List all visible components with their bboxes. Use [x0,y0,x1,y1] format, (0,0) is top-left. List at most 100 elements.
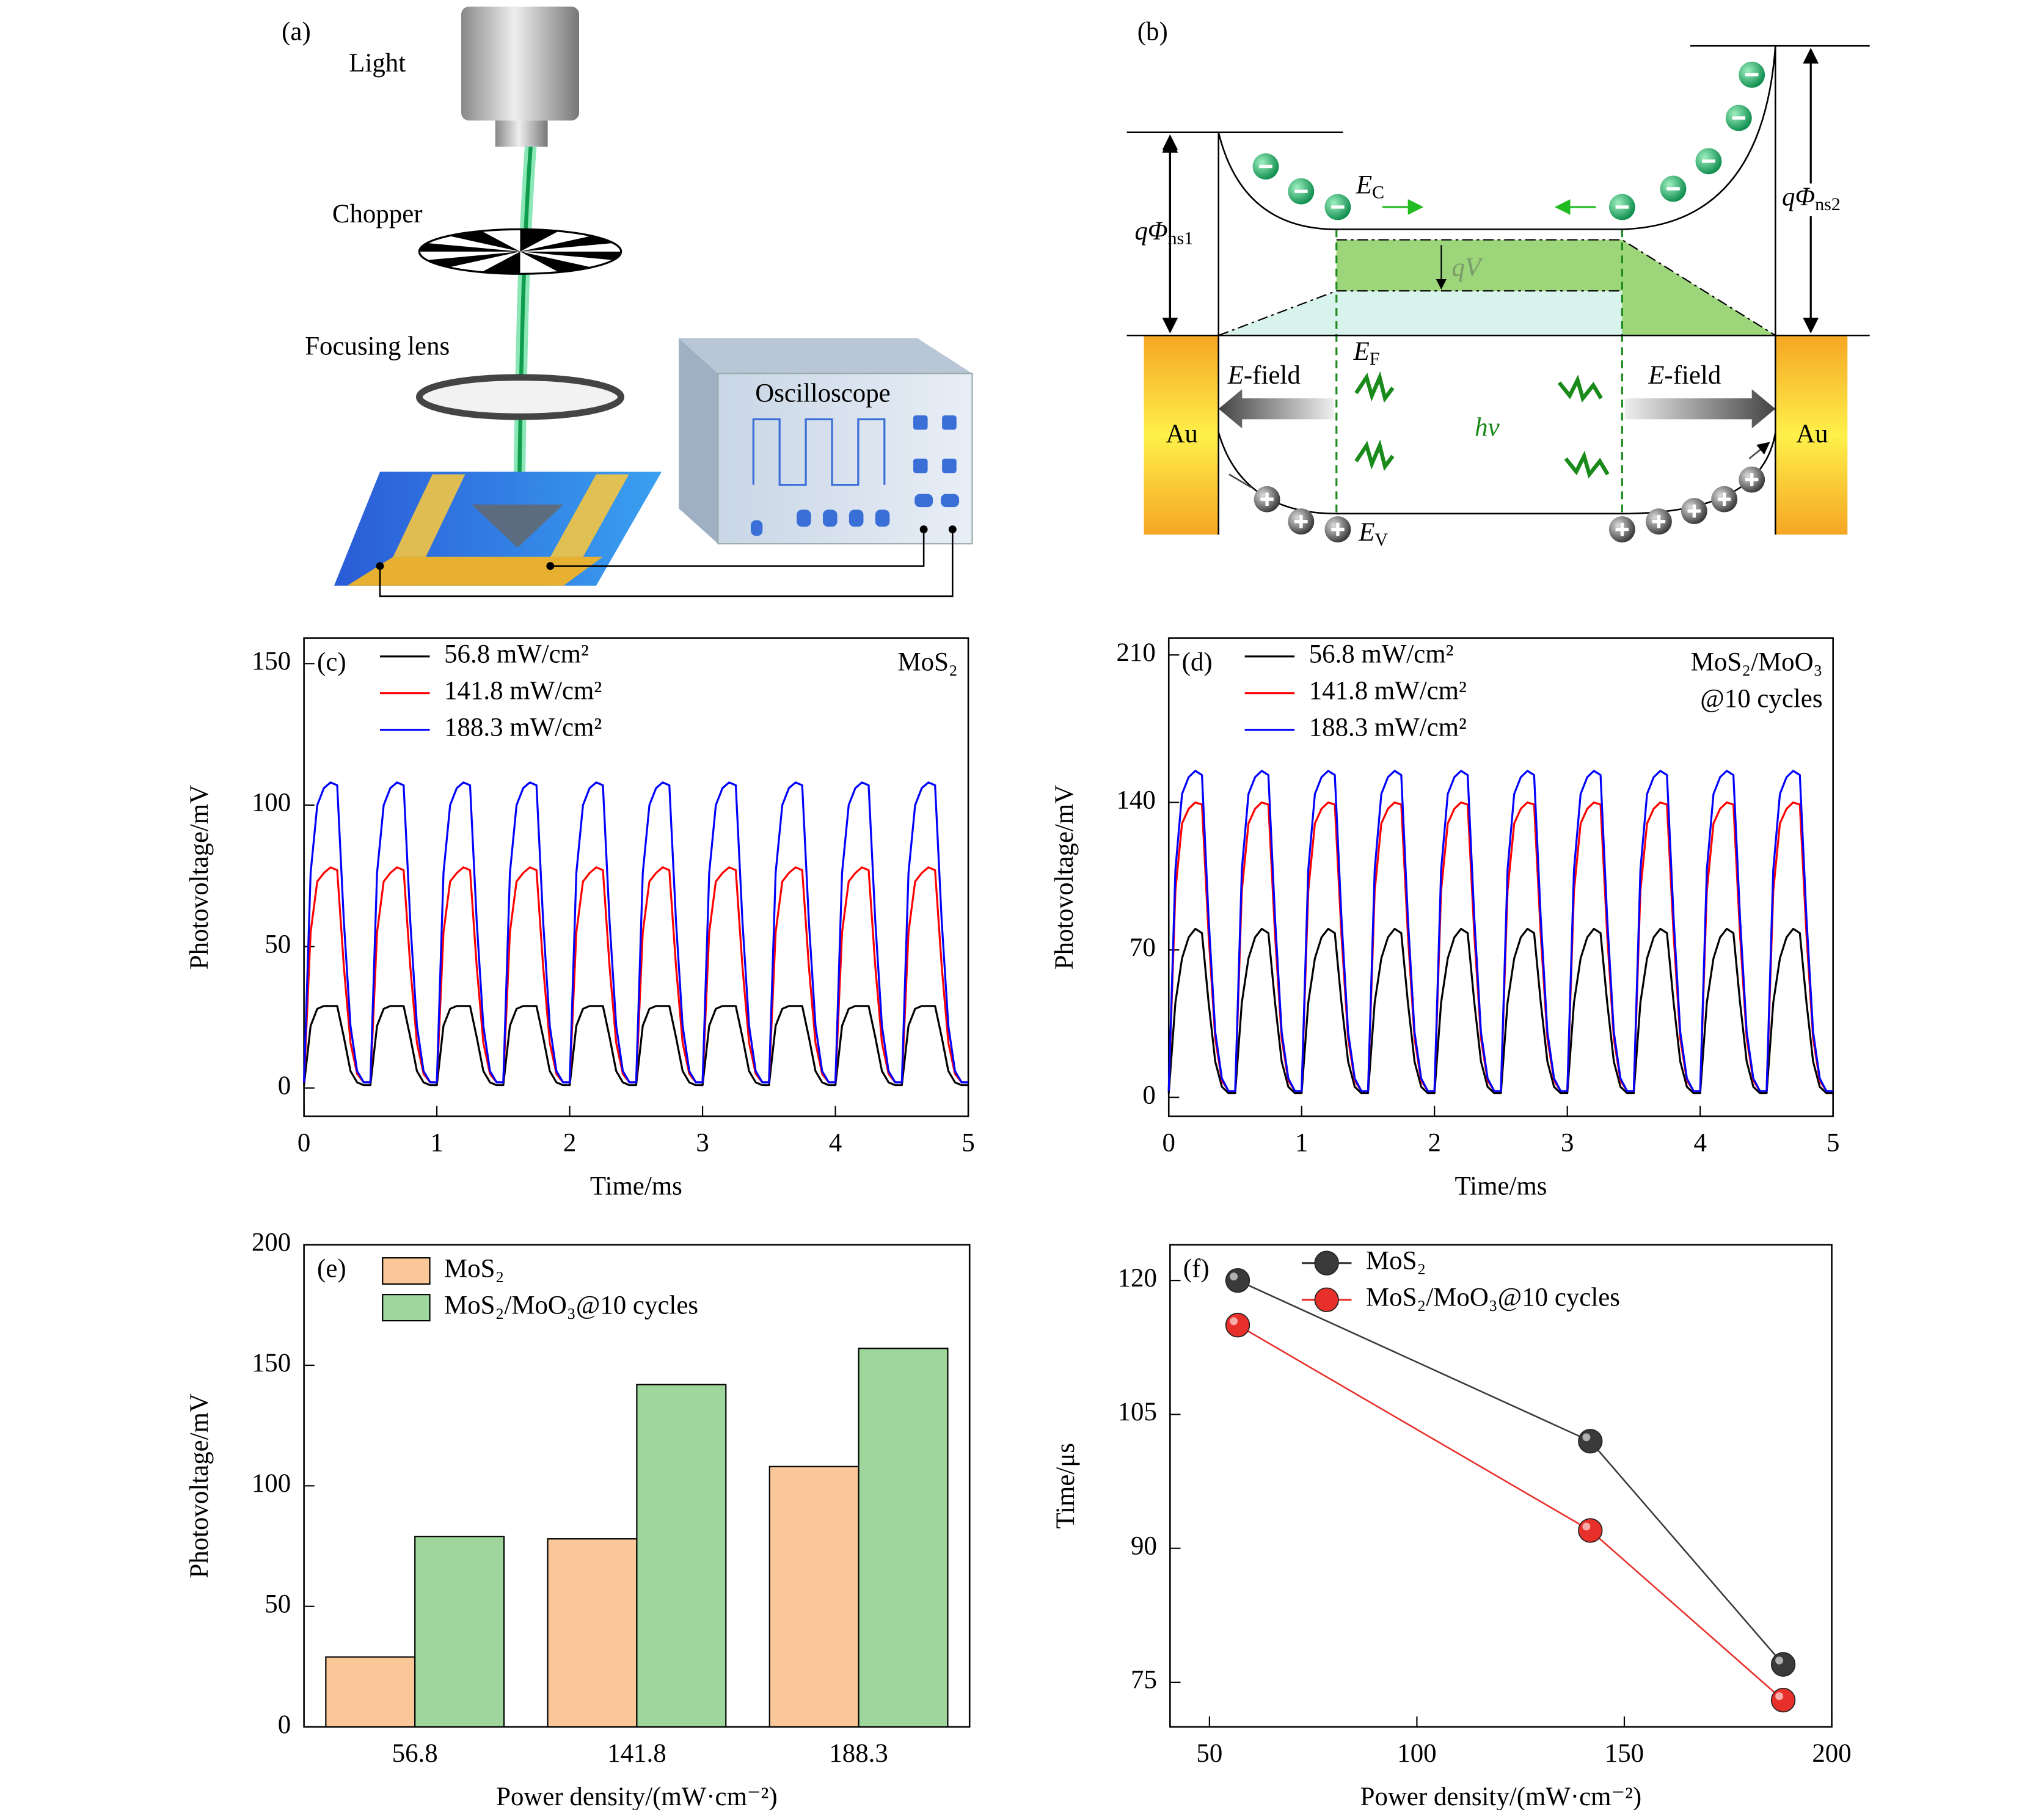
light-nozzle [495,120,548,147]
x-tick-label: 4 [1693,1128,1706,1157]
light-beam-core [517,147,533,518]
chart: 0 50 100 150 200 Power density/(mW·cm⁻²) Photo… [185,1228,971,1810]
light-source [461,6,580,121]
wire-node [546,562,555,571]
hole-sign [1615,522,1629,536]
hole-sign [1652,514,1666,528]
label: Oscilloscope [755,379,890,408]
x-tick-label: 150 [1605,1739,1644,1768]
marker-highlight [1775,1656,1784,1665]
label: Light [349,49,406,78]
y-axis-label: Photovoltage/mV [185,1393,214,1578]
y-tick-label: 150 [252,647,291,676]
conduction-band [1217,46,1776,230]
label: Au [1796,420,1828,448]
hole-sign [1745,473,1759,486]
series-line [303,866,969,1084]
x-axis-label: Power density/(mW·cm⁻²) [496,1783,778,1810]
label-sub: F [1370,349,1380,369]
x-tick-label: 188.3 [829,1739,888,1768]
panel-label: (b) [1137,18,1168,46]
plot-frame [303,637,969,1117]
legend-label: 188.3 mW/cm² [444,713,602,742]
dash-line [1218,239,1776,337]
label: qΦns1 [1134,217,1193,249]
chopper-blade [426,251,520,268]
label-sub: ns2 [1815,194,1841,214]
hole-sign [1294,514,1308,528]
au-contact [1144,335,1219,535]
y-tick-label: 120 [1118,1264,1157,1293]
hole-sign [1687,504,1701,518]
marker-highlight [1230,1317,1238,1326]
y-tick-label: 0 [278,1071,291,1100]
label: Au [1166,420,1197,448]
y-tick-label: 100 [252,1469,291,1498]
annotation: MoS₂/MoO₃ [1691,648,1823,676]
arrow [1228,443,1769,489]
x-tick-label: 2 [1428,1128,1440,1157]
dash-line [1335,229,1623,514]
panel-label: (a) [282,18,311,46]
series-line [1167,927,1833,1095]
y-tick-label: 70 [1130,933,1156,962]
chopper-blade [520,251,592,272]
bar [414,1536,505,1728]
y-tick-label: 50 [265,1589,291,1618]
electrode [550,474,629,557]
label: qV [1452,254,1484,282]
y-tick-label: 75 [1131,1666,1157,1695]
chopper-blade [520,251,621,260]
carriers [1252,61,1765,543]
legend-label: MoS₂ [1366,1247,1426,1275]
series-line [303,781,969,1084]
label-main: qΦ [1782,183,1815,211]
bar [636,1384,727,1728]
annotation: MoS₂ [898,648,958,676]
label-main: E [1353,337,1370,366]
legend-swatch [382,1257,431,1285]
y-tick-label: 0 [1142,1081,1155,1109]
marker-highlight [1582,1433,1591,1442]
label: E-field [1227,361,1301,390]
field-arrow [1218,389,1334,429]
wire [379,529,954,597]
annotation: @10 cycles [1700,684,1822,713]
x-axis-label: Time/ms [590,1172,682,1200]
legend-label: 56.8 mW/cm² [1309,640,1454,668]
x-tick-label: 100 [1397,1739,1436,1768]
y-tick-label: 0 [278,1710,291,1739]
series-line [1237,1279,1784,1665]
y-tick-label: 210 [1116,638,1155,667]
legend-marker [1314,1287,1339,1312]
hole-sign [1260,492,1274,506]
legend-label: 56.8 mW/cm² [444,640,589,668]
series-marker [1578,1429,1603,1454]
scope-top [679,338,973,374]
chart: 0 50 100 150 0 1 2 3 4 5 Time/ms Photovoltage/mV (c)… [185,637,975,1200]
chart: 0 70 140 210 0 1 2 3 4 5 Time/ms Photovoltage/mV (d)… [1050,637,1839,1200]
electrode-base [347,557,603,586]
series-line [1237,1324,1784,1701]
wire-node [948,525,957,533]
chopper-blade [481,251,520,274]
electrode [393,474,465,557]
x-axis-label: Time/ms [1455,1172,1547,1200]
chopper-blade [448,231,520,252]
bar [768,1465,860,1728]
bar [547,1538,638,1728]
series-line [1167,801,1833,1092]
legend-label: MoS₂/MoO₃@10 cycles [1366,1283,1620,1312]
x-tick-label: 5 [962,1128,974,1157]
label: E-field [1648,361,1721,390]
legend-swatch [382,1294,431,1322]
label-sub: ns1 [1168,228,1194,248]
wire-node [919,525,928,533]
bar [858,1348,949,1728]
y-tick-label: 100 [252,789,291,817]
x-tick-label: 200 [1812,1739,1851,1768]
x-tick-label: 1 [430,1128,443,1157]
label: Focusing lens [305,332,450,360]
